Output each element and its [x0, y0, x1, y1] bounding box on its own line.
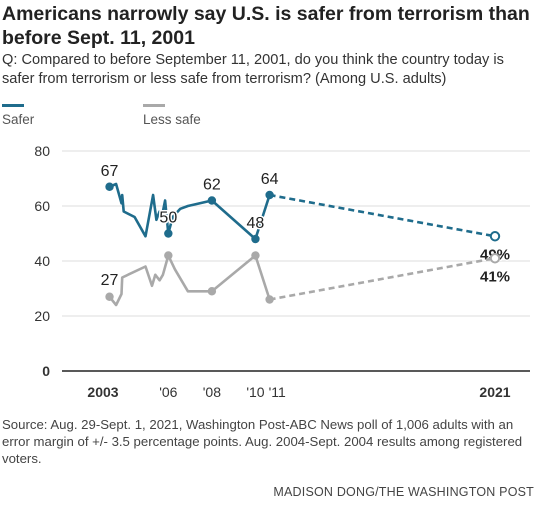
legend-safer-label: Safer — [2, 112, 35, 127]
x-tick-label-2021: 2021 — [479, 384, 510, 400]
legend-less-safe-label: Less safe — [143, 112, 201, 127]
legend-less-safe-swatch — [143, 104, 165, 107]
y-tick-label-60: 60 — [34, 198, 50, 214]
x-tick-label-'06: '06 — [159, 384, 177, 400]
safer-data-label-2: 62 — [203, 177, 221, 194]
legend-safer-swatch — [2, 104, 24, 107]
safer-series-line — [108, 182, 271, 241]
less-safe-series-line — [108, 254, 271, 307]
x-tick-label-'10: '10 — [246, 384, 264, 400]
chart-title: Americans narrowly say U.S. is safer fro… — [2, 3, 530, 49]
y-tick-label-40: 40 — [34, 253, 50, 269]
x-tick-label-2003: 2003 — [87, 384, 118, 400]
less-safe-data-label-5: 41% — [480, 268, 510, 285]
x-tick-label-'11: '11 — [269, 384, 286, 400]
safer-point-0 — [105, 182, 114, 191]
safer-point-3 — [251, 234, 260, 244]
less-safe-point-2 — [207, 287, 217, 296]
safer-point-4 — [265, 190, 274, 200]
source-note: Source: Aug. 29-Sept. 1, 2021, Washingto… — [2, 417, 523, 466]
safer-data-label-1: 50 — [159, 210, 177, 227]
y-tick-label-80: 80 — [34, 143, 50, 159]
safer-projection-dashed-line — [269, 193, 496, 238]
x-tick-label-'08: '08 — [203, 384, 221, 400]
less-safe-point-4 — [265, 295, 274, 304]
less-safe-projection-dashed-line — [269, 256, 496, 301]
safer-point-1 — [164, 229, 173, 238]
y-tick-label-0: 0 — [42, 363, 50, 379]
legend-safer: Safer — [2, 104, 34, 127]
line-chart: 0 20 40 60 80 2003 '06 '08 '10 '11 2021 67 50 62 48 64 4… — [34, 143, 530, 400]
legend-less-safe: Less safe — [143, 104, 201, 127]
safer-data-label-3: 48 — [247, 215, 265, 232]
less-safe-point-5 — [489, 253, 501, 264]
safer-data-label-4: 64 — [261, 171, 279, 188]
less-safe-data-label-0: 27 — [101, 272, 119, 289]
less-safe-point-0 — [105, 292, 114, 301]
less-safe-point-3 — [251, 251, 260, 260]
safer-point-5 — [489, 231, 501, 242]
y-tick-label-20: 20 — [34, 308, 50, 324]
less-safe-point-1 — [164, 251, 173, 260]
chart-subtitle: Q: Compared to before September 11, 2001… — [2, 52, 504, 87]
credit-line: MADISON DONG/THE WASHINGTON POST — [273, 485, 534, 499]
safer-data-label-0: 67 — [101, 163, 119, 180]
safer-point-2 — [207, 196, 217, 205]
